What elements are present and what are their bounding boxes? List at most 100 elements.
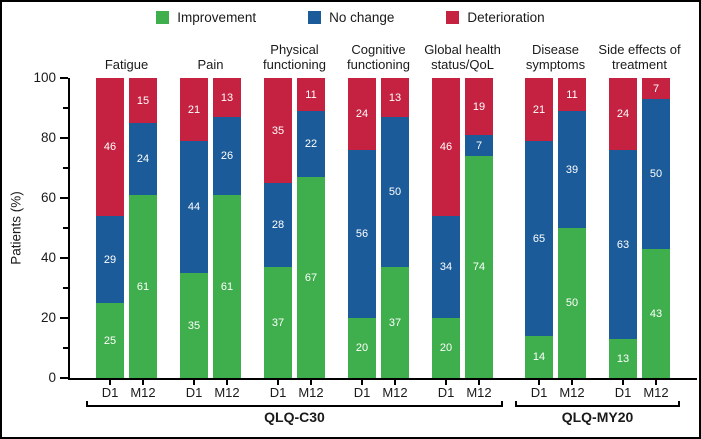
bar-group: Global health status/QoL 20 34 46 74 7 19 D1 M12: [424, 42, 501, 400]
bar-segment-improvement: 25: [96, 303, 124, 378]
bar-segment-deterioration: 19: [465, 78, 493, 135]
bar-value-label: 11: [305, 88, 317, 101]
bars-pair: 14 65 21 50 39 11: [525, 78, 586, 378]
bar-value-label: 24: [355, 108, 369, 120]
x-tick-label: D1: [614, 385, 632, 400]
bar-segment-no_change: 7: [465, 135, 493, 156]
y-tick-label: 60: [40, 190, 56, 205]
x-tick-label: M12: [382, 385, 408, 400]
bar-value-label: 37: [271, 316, 285, 329]
x-tick-label: D1: [185, 385, 203, 400]
bars-pair: 25 29 46 61 24 15: [96, 78, 157, 378]
y-tick-label: 20: [40, 310, 56, 325]
bar-group: Cognitive functioning 20 56 24 37 50 13 D1 M12: [347, 42, 410, 400]
x-tick: [622, 380, 624, 385]
stacked-bar: 25 29 46: [96, 78, 124, 378]
bar-group: Side effects of treatment 13 63 24 43 50 7 D1 M1…: [598, 42, 680, 400]
no_change-swatch: [308, 11, 322, 24]
bars-pair: 13 63 24 43 50 7: [609, 78, 670, 378]
bars-pair: 37 28 35 67 22 11: [264, 78, 325, 378]
bar-value-label: 61: [136, 280, 150, 293]
groups-row: Fatigue 25 29 46 61 24 15 D1 M12 Pain 35 44 21 61 26 13…: [70, 42, 697, 425]
bar-segment-improvement: 74: [465, 156, 493, 378]
y-tick-major: [60, 197, 68, 199]
bar-segment-deterioration: 15: [129, 78, 157, 123]
legend-item: Improvement: [156, 10, 256, 25]
bar-segment-improvement: 14: [525, 336, 553, 378]
x-tick: [193, 380, 195, 385]
bar-value-label: 50: [649, 168, 663, 180]
bar-segment-no_change: 63: [609, 150, 637, 339]
legend-label: Improvement: [177, 10, 257, 25]
bar-value-label: 13: [220, 91, 234, 104]
scale-label: QLQ-C30: [264, 409, 325, 425]
y-tick-major: [60, 137, 68, 139]
scale-bracket: [515, 401, 680, 407]
x-tick: [538, 380, 540, 385]
bar-segment-deterioration: 21: [180, 78, 208, 141]
y-tick-label: 0: [48, 370, 56, 385]
bar-segment-improvement: 35: [180, 273, 208, 378]
x-tick: [310, 380, 312, 385]
bar-segment-deterioration: 13: [213, 78, 241, 117]
bar-value-label: 13: [616, 352, 630, 365]
y-tick-minor: [63, 167, 68, 169]
stacked-bar: 13 63 24: [609, 78, 637, 378]
x-tick: [277, 380, 279, 385]
bar-segment-improvement: 61: [213, 195, 241, 378]
bar-group: Disease symptoms 14 65 21 50 39 11 D1 M12: [525, 42, 586, 400]
bar-segment-deterioration: 11: [558, 78, 586, 111]
x-tick: [445, 380, 447, 385]
bar-segment-deterioration: 11: [297, 78, 325, 111]
bar-segment-no_change: 29: [96, 216, 124, 303]
bar-value-label: 50: [565, 297, 579, 309]
x-tick-label: D1: [437, 385, 455, 400]
bar-segment-no_change: 50: [642, 99, 670, 249]
y-tick-minor: [63, 227, 68, 229]
bar-segment-deterioration: 7: [642, 78, 670, 99]
group-title: Disease symptoms: [525, 42, 586, 73]
y-tick-label: 100: [33, 70, 56, 85]
stacked-bar: 37 50 13: [381, 78, 409, 378]
bar-segment-no_change: 44: [180, 141, 208, 273]
bar-segment-no_change: 56: [348, 150, 376, 318]
bar-segment-improvement: 37: [381, 267, 409, 378]
stacked-bar: 74 7 19: [465, 78, 493, 378]
stacked-bar: 35 44 21: [180, 78, 208, 378]
bar-value-label: 21: [187, 103, 201, 116]
y-tick-major: [60, 317, 68, 319]
bar-value-label: 24: [136, 153, 150, 165]
legend-item: No change: [308, 10, 394, 25]
bar-segment-no_change: 65: [525, 141, 553, 336]
stacked-bar: 20 34 46: [432, 78, 460, 378]
bar-segment-improvement: 61: [129, 195, 157, 378]
bar-segment-deterioration: 35: [264, 78, 292, 183]
bars-pair: 20 56 24 37 50 13: [348, 78, 409, 378]
legend: Improvement No change Deterioration: [2, 10, 699, 25]
x-tick: [478, 380, 480, 385]
bar-value-label: 35: [187, 319, 201, 332]
bar-value-label: 20: [355, 342, 369, 354]
bar-value-label: 43: [649, 307, 663, 320]
y-tick-major: [60, 77, 68, 79]
bar-value-label: 14: [532, 351, 546, 363]
x-tick-label: M12: [298, 385, 324, 400]
bar-value-label: 20: [439, 342, 453, 354]
bar-value-label: 25: [103, 334, 117, 347]
legend-label: No change: [329, 10, 395, 25]
bar-group: Physical functioning 37 28 35 67 22 11 D1 M12: [263, 42, 326, 400]
x-tick-label: M12: [130, 385, 156, 400]
bar-value-label: 19: [472, 100, 486, 113]
scale-bracket: [86, 401, 503, 407]
bar-segment-no_change: 34: [432, 216, 460, 318]
bar-segment-no_change: 24: [129, 123, 157, 195]
x-tick-label: D1: [269, 385, 287, 400]
stacked-bar: 50 39 11: [558, 78, 586, 378]
bars-pair: 20 34 46 74 7 19: [432, 78, 493, 378]
group-title: Cognitive functioning: [347, 42, 410, 73]
y-tick-label: 80: [40, 130, 56, 145]
bar-value-label: 26: [220, 150, 234, 162]
group-title: Side effects of treatment: [598, 42, 681, 73]
bar-segment-deterioration: 21: [525, 78, 553, 141]
